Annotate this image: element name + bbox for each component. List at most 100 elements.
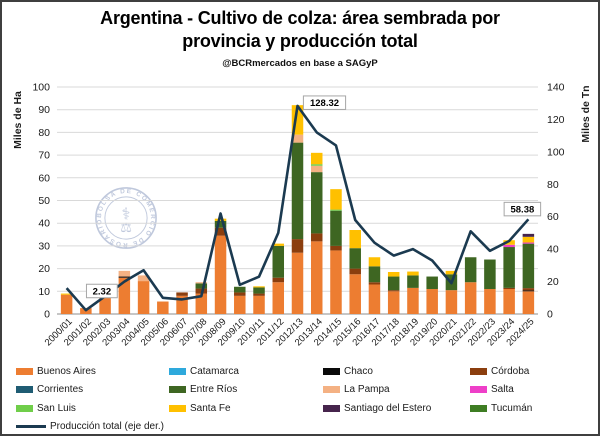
legend: Buenos Aires Catamarca Chaco Córdoba Corrien… <box>16 362 594 434</box>
bar-segment <box>291 252 304 314</box>
legend-color-swatch <box>323 404 340 412</box>
bar-segment <box>445 270 458 275</box>
left-axis-tick-label: 30 <box>38 240 50 252</box>
bar-segment <box>118 276 131 278</box>
bar-segment <box>407 287 419 314</box>
right-axis-tick-label: 20 <box>547 276 559 288</box>
seal-outer-ring <box>95 187 157 249</box>
bar-segment <box>234 286 246 293</box>
bar-segment <box>464 257 477 283</box>
legend-label: Chaco <box>344 365 373 377</box>
bar-segment <box>522 243 535 289</box>
bar-segment <box>426 289 438 314</box>
legend-color-swatch <box>323 367 340 375</box>
legend-label: Corrientes <box>37 384 84 396</box>
legend-label: San Luis <box>37 402 76 414</box>
bar-segment <box>291 142 304 240</box>
bar-segment <box>426 276 438 290</box>
data-label: 58.38 <box>510 205 534 216</box>
bar-segment <box>330 245 342 251</box>
bar-segment <box>368 257 381 267</box>
bar-segment <box>195 283 208 289</box>
legend-color-swatch <box>470 367 487 375</box>
right-axis-tick-label: 40 <box>547 244 559 256</box>
bar-segment <box>214 227 227 236</box>
legend-item: Chaco <box>323 366 470 377</box>
left-axis-tick-label: 100 <box>32 82 50 94</box>
left-axis-tick-label: 0 <box>44 309 50 321</box>
bar-segment <box>503 244 515 248</box>
right-axis-tick-label: 140 <box>547 82 565 94</box>
left-axis-tick-label: 80 <box>38 127 50 139</box>
bar-segment <box>349 248 361 269</box>
bar-segment <box>214 220 227 228</box>
legend-item: San Luis <box>16 403 169 414</box>
legend-label: Buenos Aires <box>37 365 96 377</box>
right-axis-tick-label: 120 <box>547 114 565 126</box>
bar-segment <box>330 210 342 246</box>
legend-item: La Pampa <box>323 384 470 395</box>
left-axis-tick-label: 60 <box>38 172 50 184</box>
bar-segment <box>330 189 342 210</box>
bar-segment <box>522 290 535 292</box>
legend-label: Entre Ríos <box>190 384 238 396</box>
bar-segment <box>272 243 285 246</box>
legend-item: Córdoba <box>470 366 594 377</box>
legend-item: Corrientes <box>16 384 169 395</box>
bar-segment <box>522 242 535 244</box>
bar-segment <box>214 218 227 221</box>
bar-segment <box>195 282 208 284</box>
bar-segment <box>407 275 419 288</box>
left-axis-tick-label: 70 <box>38 150 50 162</box>
legend-color-swatch <box>16 404 33 412</box>
watermark-seal: BOLSA DE COMERCIO DE ROSARIO ⚕ ⚖ <box>95 187 157 249</box>
legend-label: Producción total (eje der.) <box>50 421 164 433</box>
bar-segment <box>137 281 150 314</box>
bar-segment <box>99 297 111 314</box>
bar-segment <box>272 245 285 278</box>
bar-segment <box>234 292 246 296</box>
bar-segment <box>387 272 400 277</box>
right-axis-tick-label: 80 <box>547 179 559 191</box>
bar-segment <box>368 282 381 285</box>
data-label-box <box>503 201 542 217</box>
bar-segment <box>157 301 169 314</box>
legend-color-swatch <box>323 386 340 394</box>
left-axis-tick-label: 40 <box>38 218 50 230</box>
legend-label: Santiago del Estero <box>344 402 432 414</box>
left-axis-tick-label: 90 <box>38 104 50 116</box>
legend-label: La Pampa <box>344 384 390 396</box>
bar-segment <box>522 233 535 237</box>
bar-segment <box>272 282 285 314</box>
legend-item: Salta <box>470 384 594 395</box>
bar-segment <box>330 250 342 314</box>
legend-label: Córdoba <box>491 365 530 377</box>
data-label-box <box>85 283 118 299</box>
bar-segment <box>310 233 323 242</box>
chart-subtitle: @BCRmercados en base a SAGyP <box>222 58 378 69</box>
bar-segment <box>137 275 150 282</box>
legend-color-swatch <box>169 404 186 412</box>
legend-color-swatch <box>16 367 33 375</box>
bar-segment <box>368 284 381 314</box>
bar-segment <box>253 286 265 288</box>
bar-segment <box>368 266 381 283</box>
bar-segment <box>60 293 73 295</box>
bar-segment <box>445 290 458 314</box>
bar-segment <box>214 235 227 314</box>
bar-segment <box>330 209 342 211</box>
legend-item: Producción total (eje der.) <box>16 421 169 432</box>
legend-item: Tucumán <box>470 403 594 414</box>
bar-segment <box>291 239 304 253</box>
legend-item: Entre Ríos <box>169 384 323 395</box>
bar-segment <box>118 270 131 277</box>
bar-segment <box>195 293 208 314</box>
legend-color-swatch <box>169 386 186 394</box>
bar-segment <box>176 295 188 314</box>
bar-segment <box>503 289 515 314</box>
legend-label: Santa Fe <box>190 402 231 414</box>
bar-segment <box>253 295 265 314</box>
legend-item: Santiago del Estero <box>323 403 470 414</box>
bar-segment <box>310 241 323 314</box>
